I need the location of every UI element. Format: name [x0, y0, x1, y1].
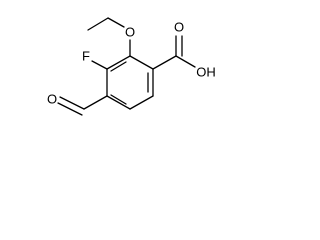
bond [107, 17, 125, 28]
bond [91, 60, 108, 70]
bond [59, 96, 85, 110]
atom-label: O [125, 24, 135, 39]
atom-label: O [174, 19, 184, 34]
double-bond [110, 94, 127, 105]
bond [175, 55, 196, 68]
bond [129, 55, 154, 70]
double-bond [57, 102, 83, 116]
atom-label: F [82, 48, 90, 63]
bond [152, 55, 177, 70]
bond [129, 95, 154, 110]
bond [87, 17, 109, 31]
structure-diagram: O F O O OH [47, 17, 216, 116]
bonds [57, 17, 196, 116]
bond [106, 55, 131, 70]
double-bond [110, 61, 127, 72]
page: O F O O OH (() => { const data = JSON.pa… [46, 17, 216, 116]
atom-label: OH [196, 64, 216, 79]
bond [106, 95, 131, 110]
bond [83, 95, 108, 110]
atom-label: O [47, 91, 57, 106]
